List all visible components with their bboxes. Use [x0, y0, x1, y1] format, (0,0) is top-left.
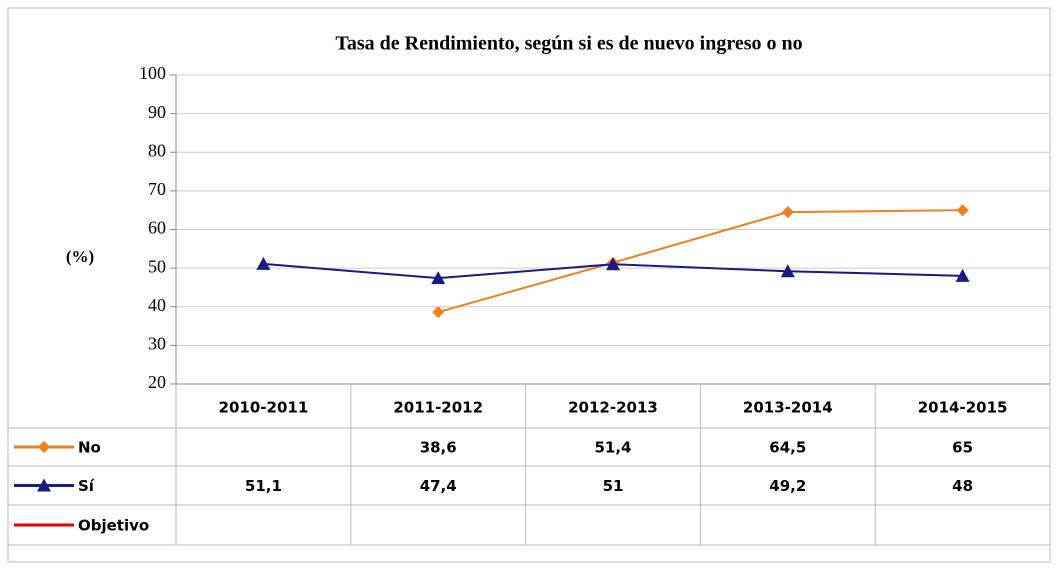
marker	[431, 271, 446, 285]
table-value: 38,6	[420, 439, 457, 457]
legend-marker	[38, 441, 50, 453]
marker	[955, 268, 970, 282]
marker	[606, 257, 620, 271]
table-value: 49,2	[769, 477, 806, 495]
x-tick-label: 2013-2014	[743, 399, 833, 417]
table-value: 64,5	[769, 439, 806, 457]
series-line	[437, 209, 963, 314]
table-value: 65	[952, 439, 973, 457]
x-tick-label: 2014-2015	[918, 399, 1008, 417]
legend-label: Sí	[78, 477, 95, 495]
marker	[781, 206, 794, 219]
legend-marker	[37, 478, 51, 492]
table-value: 51,4	[594, 439, 631, 457]
y-tick-label: 40	[148, 295, 166, 315]
x-tick-label: 2012-2013	[568, 399, 658, 417]
y-tick-label: 80	[148, 140, 166, 160]
chart-border	[7, 7, 1051, 563]
y-tick-label: 70	[148, 179, 166, 199]
marker	[432, 306, 445, 319]
table-value: 51,1	[245, 477, 282, 495]
legend-label: No	[78, 439, 101, 457]
marker	[256, 256, 271, 270]
y-tick-label: 30	[148, 334, 166, 354]
marker	[780, 264, 795, 278]
legend-label: Objetivo	[78, 517, 149, 535]
x-tick-label: 2011-2012	[393, 399, 483, 417]
marker	[956, 204, 969, 217]
y-tick-label: 60	[148, 218, 166, 238]
table-value: 47,4	[420, 477, 457, 495]
y-tick-label: 20	[148, 372, 166, 392]
table-value: 51	[603, 477, 624, 495]
y-tick-label: 90	[148, 102, 166, 122]
table-value: 48	[952, 477, 973, 495]
y-axis-label: (%)	[66, 247, 94, 266]
y-tick-label: 50	[148, 256, 166, 276]
y-tick-label: 100	[139, 63, 166, 83]
x-tick-label: 2010-2011	[219, 399, 309, 417]
chart-title: Tasa de Rendimiento, según si es de nuev…	[335, 33, 802, 55]
